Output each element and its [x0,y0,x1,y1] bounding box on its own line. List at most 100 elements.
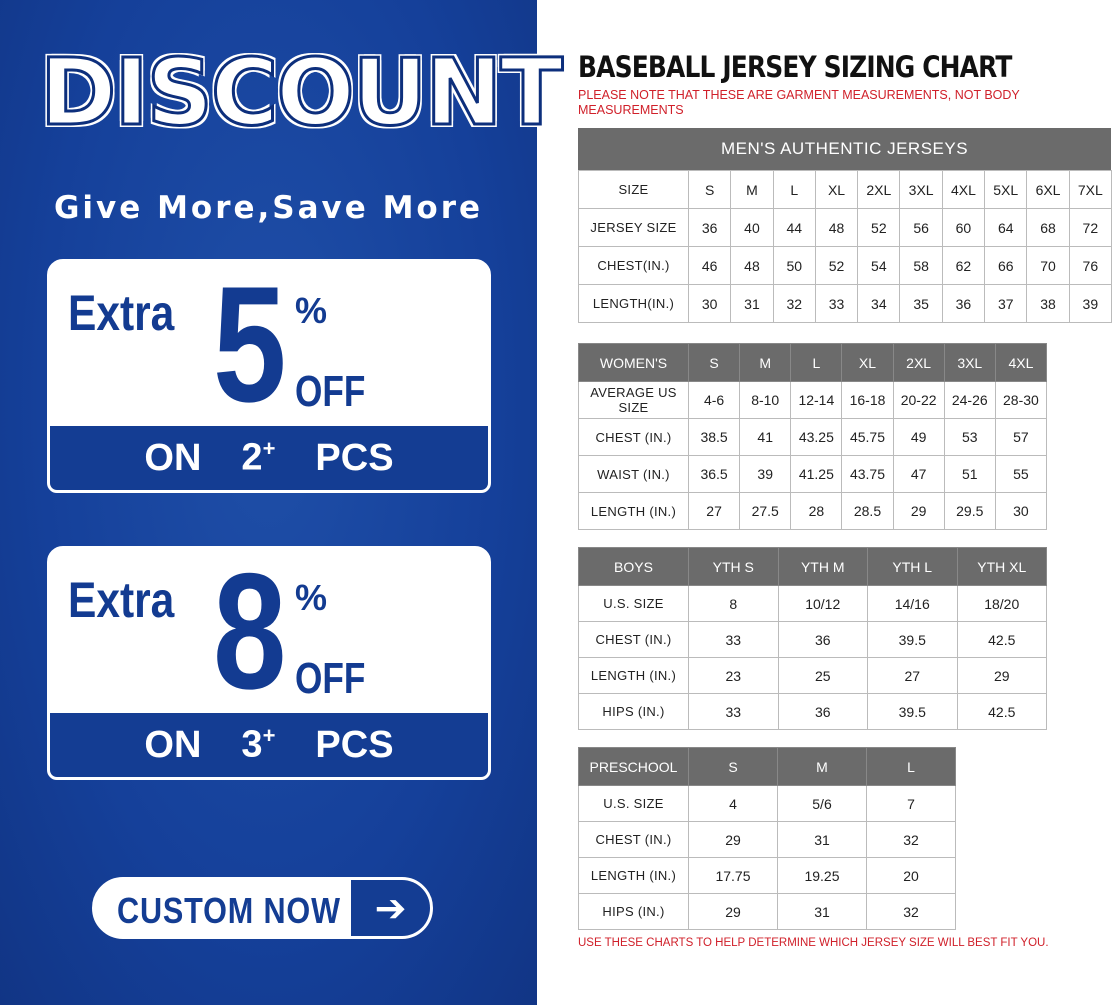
table-row: HIPS (IN.) 29 31 32 [578,893,956,930]
tagline: Give More,Save More [53,190,484,226]
table-cell: 5/6 [777,785,867,822]
row-label: U.S. SIZE [578,785,689,822]
row-label: CHEST (IN.) [578,621,689,658]
table-cell: 31 [777,893,867,930]
table-cell: 46 [687,246,732,285]
table-cell: 64 [984,208,1028,247]
table-cell: 48 [814,208,859,247]
header-row: SIZE S M L XL 2XL 3XL 4XL 5XL 6XL 7XL [578,170,1112,209]
table-cell: 38.5 [687,418,741,456]
table-cell: 29 [688,821,778,858]
table-cell: 39.5 [867,693,958,730]
table-cell: 33 [688,621,779,658]
offer-on: ON [144,436,202,479]
row-label: CHEST(IN.) [578,246,689,285]
row-label: U.S. SIZE [578,585,689,622]
qty-plus: + [262,723,276,749]
table-cell: 66 [984,246,1028,285]
table-cell: 4 [688,785,778,822]
column-header: 4XL [941,170,986,209]
table-cell: 30 [994,492,1047,530]
discount-title: DISCOUNT [39,39,565,147]
chart-title: BASEBALL JERSEY SIZING CHART [578,50,1012,84]
column-header: 6XL [1026,170,1070,209]
table-row: CHEST (IN.) 29 31 32 [578,821,956,858]
table-cell: 29 [688,893,778,930]
table-cell: 28-30 [994,381,1047,419]
promo-panel: DISCOUNT Give More,Save More Extra 5 % O… [0,0,565,1005]
table-row: JERSEY SIZE 36 40 44 48 52 56 60 64 68 72 [578,208,1112,247]
table-row: CHEST(IN.) 46 48 50 52 54 58 62 66 70 76 [578,246,1112,285]
preschool-table: PRESCHOOL S M L U.S. SIZE 4 5/6 7 CHEST (IN.) 29 3… [578,747,956,930]
table-cell: 16-18 [841,381,894,419]
offer-pcs: PCS [315,723,394,766]
row-label: CHEST (IN.) [578,418,689,456]
table-cell: 57 [994,418,1047,456]
table-cell: 55 [994,455,1047,493]
column-header: YTH S [688,547,779,586]
table-cell: 14/16 [867,585,958,622]
table-cell: 40 [730,208,774,247]
offer-qty: 3+ [241,723,275,767]
row-label: LENGTH (IN.) [578,857,689,894]
table-cell: 41 [739,418,792,456]
table-cell: 42.5 [956,621,1047,658]
column-header: M [730,170,774,209]
offer-off: OFF [295,367,366,416]
table-row: CHEST (IN.) 33 36 39.5 42.5 [578,621,1047,658]
table-cell: 37 [984,284,1028,323]
table-cell: 36 [777,693,868,730]
table-cell: 76 [1068,246,1112,285]
table-cell: 33 [814,284,859,323]
table-cell: 62 [941,246,986,285]
table-cell: 45.75 [841,418,894,456]
column-header: M [739,343,792,382]
table-cell: 49 [892,418,945,456]
mens-table: SIZE S M L XL 2XL 3XL 4XL 5XL 6XL 7XL JERSEY SIZE 36… [578,170,1112,323]
table-cell: 36 [687,208,732,247]
offer-extra: Extra [68,572,175,628]
table-cell: 28.5 [841,492,894,530]
column-header: 7XL [1068,170,1112,209]
table-cell: 32 [866,821,956,858]
column-header: SIZE [578,170,689,209]
table-cell: 32 [772,284,816,323]
table-cell: 36 [941,284,986,323]
column-header: 2XL [892,343,945,382]
table-cell: 70 [1026,246,1070,285]
table-cell: 68 [1026,208,1070,247]
table-cell: 32 [866,893,956,930]
custom-now-button[interactable]: CUSTOM NOW ➔ [92,877,433,939]
womens-table: WOMEN'S S M L XL 2XL 3XL 4XL AVERAGE US SIZE 4-6 8… [578,343,1047,530]
table-row: AVERAGE US SIZE 4-6 8-10 12-14 16-18 20-22 24-… [578,381,1047,419]
table-cell: 28 [790,492,843,530]
qty-number: 2 [241,436,263,479]
column-header: XL [841,343,894,382]
offer-off: OFF [295,654,366,703]
column-header: M [777,747,867,786]
table-cell: 43.25 [790,418,843,456]
column-header: 5XL [984,170,1028,209]
table-cell: 48 [730,246,774,285]
table-cell: 56 [899,208,943,247]
column-header: L [772,170,816,209]
table-cell: 27 [687,492,741,530]
table-cell: 20 [866,857,956,894]
table-cell: 52 [857,208,901,247]
table-cell: 34 [857,284,901,323]
row-label: WAIST (IN.) [578,455,689,493]
table-cell: 53 [943,418,996,456]
table-cell: 17.75 [688,857,778,894]
table-cell: 72 [1068,208,1112,247]
row-label: HIPS (IN.) [578,693,689,730]
offer-on: ON [144,723,202,766]
table-cell: 12-14 [790,381,843,419]
table-row: WAIST (IN.) 36.5 39 41.25 43.75 47 51 55 [578,455,1047,493]
table-cell: 8 [688,585,779,622]
column-header: YTH L [867,547,958,586]
table-cell: 19.25 [777,857,867,894]
offer-band: ON 3+ PCS [50,713,488,777]
offer-qty: 2+ [241,436,275,480]
offer-value: 8 [213,546,287,723]
column-header: YTH XL [956,547,1047,586]
